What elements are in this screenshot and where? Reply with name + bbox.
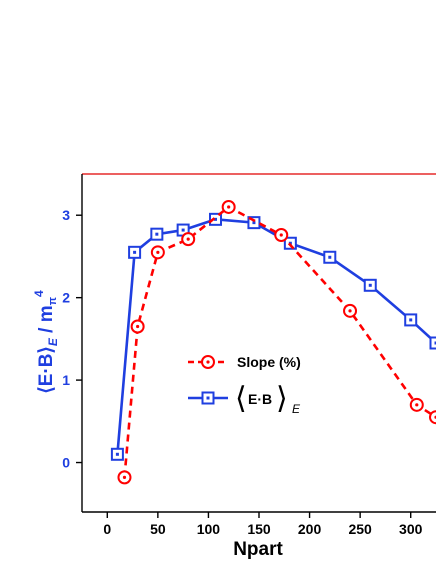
svg-text:⟨E·B⟩E / mπ4: ⟨E·B⟩E / mπ4 xyxy=(32,290,60,394)
series-slope xyxy=(117,199,436,485)
y-tick-label: 2 xyxy=(62,290,70,306)
legend-item-eb: ⟨ E·B ⟩ E xyxy=(188,381,301,416)
x-tick-label: 250 xyxy=(348,521,372,537)
eb-point-dot xyxy=(328,255,332,259)
slope-point-dot xyxy=(279,233,283,237)
x-tick-label: 150 xyxy=(247,521,271,537)
legend-eb-close-bracket: ⟩ xyxy=(276,381,288,416)
slope-point xyxy=(429,410,436,425)
eb-point-dot xyxy=(181,228,185,232)
y-tick-label: 1 xyxy=(62,372,70,388)
y-tick-label: 3 xyxy=(62,207,70,223)
legend-eb-subscript: E xyxy=(292,402,301,416)
slope-point-dot xyxy=(136,324,140,329)
slope-point-dot xyxy=(348,309,352,313)
eb-point-dot xyxy=(252,221,256,225)
legend-eb-label: E·B xyxy=(248,391,272,407)
eb-line xyxy=(116,218,436,455)
legend-eb-marker-dot xyxy=(206,396,210,400)
series-layer xyxy=(110,199,436,485)
slope-point-dot xyxy=(415,403,419,407)
eb-point-dot xyxy=(155,232,159,236)
x-axis-title: Npart xyxy=(233,539,283,560)
x-tick-label: 0 xyxy=(103,521,111,537)
legend-eb-open-bracket: ⟨ xyxy=(235,381,247,416)
slope-point-dot xyxy=(186,237,190,241)
eb-point-dot xyxy=(368,283,372,287)
x-tick-label: 300 xyxy=(399,521,423,537)
legend-slope-label: Slope (%) xyxy=(237,354,301,370)
eb-point-dot xyxy=(409,318,413,322)
eb-point-dot xyxy=(133,250,137,254)
eb-point-dot xyxy=(434,341,436,345)
slope-point-dot xyxy=(227,205,231,209)
eb-point-dot xyxy=(214,217,218,221)
x-tick-label: 100 xyxy=(197,521,221,537)
x-tick-label: 200 xyxy=(298,521,322,537)
legend-slope-marker-dot xyxy=(206,360,210,364)
slope-line xyxy=(123,205,436,478)
eb-point-dot xyxy=(115,452,119,456)
slope-point-dot xyxy=(156,250,160,254)
legend: Slope (%) ⟨ E·B ⟩ E xyxy=(188,354,301,416)
y-tick-label: 0 xyxy=(62,455,70,471)
legend-item-slope: Slope (%) xyxy=(188,354,301,370)
ticks-layer: 0 50 100 150 200 250 300 0 1 2 3 xyxy=(62,207,422,537)
y-axis-title: ⟨E·B⟩E / mπ4 xyxy=(32,290,60,394)
x-tick-label: 50 xyxy=(150,521,166,537)
slope-point-dot xyxy=(122,475,127,479)
eb-point xyxy=(429,336,436,350)
